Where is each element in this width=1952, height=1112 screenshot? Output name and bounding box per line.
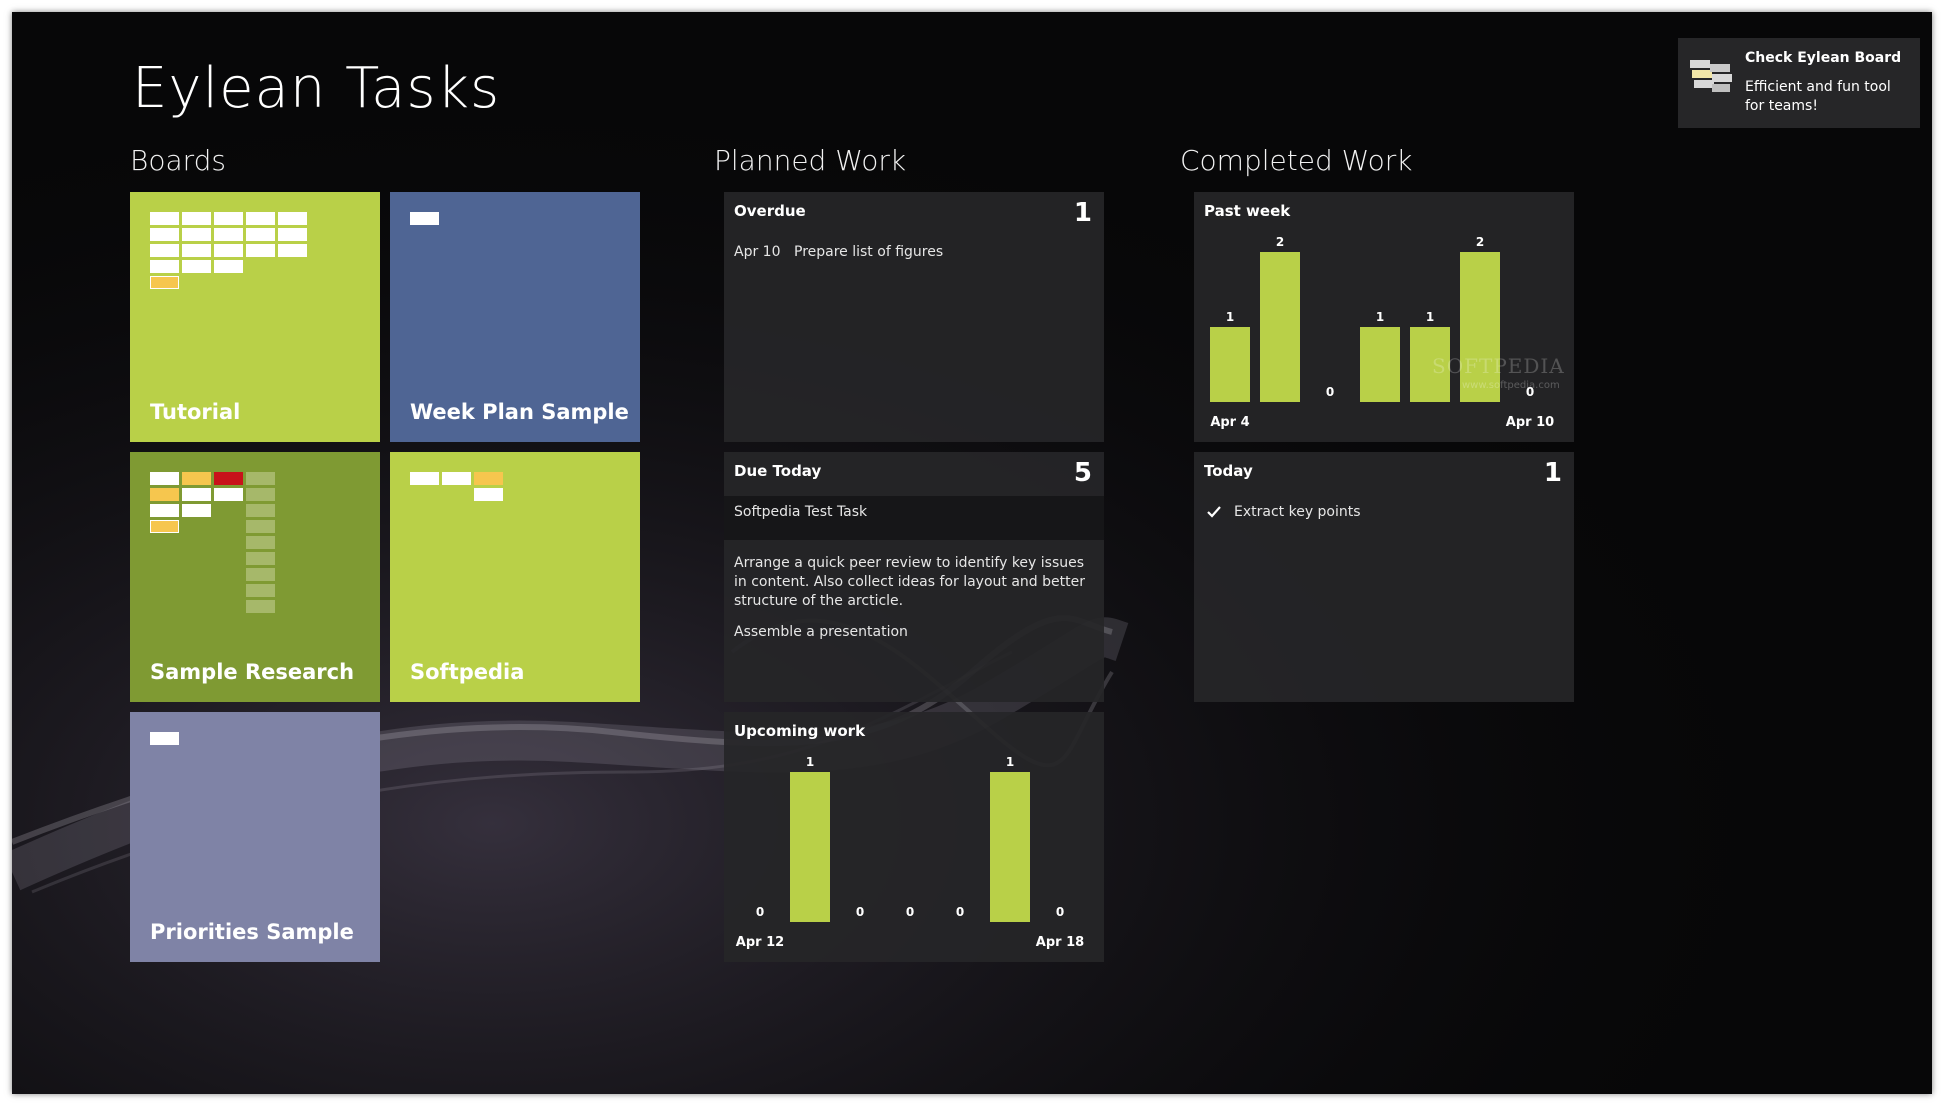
due-today-card[interactable]: Due Today 5 Softpedia Test Task Arrange …: [724, 452, 1104, 702]
bar-value-label: 0: [1526, 385, 1534, 399]
watermark: SOFTPEDIA: [1432, 354, 1565, 378]
bar: [1360, 327, 1400, 402]
board-label: Sample Research: [150, 660, 355, 684]
boards-heading[interactable]: Boards: [130, 144, 227, 177]
card-count: 5: [1073, 458, 1092, 488]
completed-task-item[interactable]: Extract key points: [1234, 504, 1361, 520]
past-week-chart: 1 Apr 4 2 0 1 1 2 0 Apr 10: [1210, 235, 1554, 430]
card-title: Today: [1204, 462, 1253, 480]
board-label: Priorities Sample: [150, 920, 354, 944]
task-item[interactable]: Prepare list of figures: [794, 244, 944, 260]
bar: [1210, 327, 1250, 402]
completed-work-heading[interactable]: Completed Work: [1180, 144, 1413, 177]
app-window: Eylean Tasks Boards Planned Work Complet…: [12, 12, 1932, 1094]
overdue-card[interactable]: Overdue 1 Apr 10 Prepare list of figures: [724, 192, 1104, 442]
today-card[interactable]: Today 1 Extract key points: [1194, 452, 1574, 702]
task-item-highlight: [724, 496, 1104, 540]
bar-value-label: 1: [1226, 310, 1234, 324]
board-tile-week-plan-sample[interactable]: Week Plan Sample: [390, 192, 640, 442]
bar-value-label: 1: [1426, 310, 1434, 324]
bar-value-label: 0: [1326, 385, 1334, 399]
checkmark-icon: [1207, 506, 1221, 518]
bar-value-label: 2: [1476, 235, 1484, 249]
page-title: Eylean Tasks: [132, 56, 501, 121]
bar-value-label: 0: [756, 905, 764, 919]
toast-notification[interactable]: Check Eylean Board Efficient and fun too…: [1678, 38, 1920, 128]
board-tile-priorities-sample[interactable]: Priorities Sample: [130, 712, 380, 962]
bar-value-label: 0: [906, 905, 914, 919]
board-label: Tutorial: [150, 400, 241, 424]
card-count: 1: [1073, 198, 1092, 228]
bar-value-label: 0: [956, 905, 964, 919]
task-item[interactable]: Arrange a quick peer review to identify …: [734, 555, 1085, 609]
x-tick-label: Apr 4: [1210, 415, 1249, 430]
past-week-card[interactable]: Past week 1 Apr 4 2 0 1 1 2 0 Apr 10: [1194, 192, 1574, 442]
board-tile-sample-research[interactable]: Sample Research: [130, 452, 380, 702]
board-label: Week Plan Sample: [410, 400, 629, 424]
card-title: Past week: [1204, 202, 1291, 220]
bar-value-label: 0: [1056, 905, 1064, 919]
bar-value-label: 2: [1276, 235, 1284, 249]
task-item[interactable]: Assemble a presentation: [734, 624, 908, 640]
bar-value-label: 1: [1376, 310, 1384, 324]
card-title: Overdue: [734, 202, 806, 220]
bar: [1260, 252, 1300, 402]
board-tile-softpedia[interactable]: Softpedia: [390, 452, 640, 702]
card-count: 1: [1543, 458, 1562, 488]
bar-value-label: 1: [806, 755, 814, 769]
task-date: Apr 10: [734, 244, 781, 260]
board-label: Softpedia: [410, 660, 525, 684]
planned-work-heading[interactable]: Planned Work: [714, 144, 907, 177]
bar: [1410, 327, 1450, 402]
bar-value-label: 1: [1006, 755, 1014, 769]
x-tick-label: Apr 10: [1506, 415, 1554, 430]
card-title: Upcoming work: [734, 722, 866, 740]
board-icon: [1690, 60, 1732, 92]
board-tile-tutorial[interactable]: Tutorial: [130, 192, 380, 442]
toast-title: Check Eylean Board: [1745, 50, 1902, 66]
x-tick-label: Apr 18: [1036, 935, 1084, 950]
bar: [1460, 252, 1500, 402]
bar: [990, 772, 1030, 922]
bar: [790, 772, 830, 922]
x-tick-label: Apr 12: [736, 935, 784, 950]
card-title: Due Today: [734, 462, 822, 480]
bar-value-label: 0: [856, 905, 864, 919]
upcoming-work-chart: 0 Apr 12 1 0 0 0 1 0 Apr 18: [736, 755, 1084, 950]
watermark-url: www.softpedia.com: [1462, 380, 1560, 391]
upcoming-work-card[interactable]: Upcoming work 0 Apr 12 1 0 0 0 1 0 Apr 18: [724, 712, 1104, 962]
toast-message: Efficient and fun tool for teams!: [1745, 79, 1891, 114]
task-item[interactable]: Softpedia Test Task: [734, 504, 868, 520]
